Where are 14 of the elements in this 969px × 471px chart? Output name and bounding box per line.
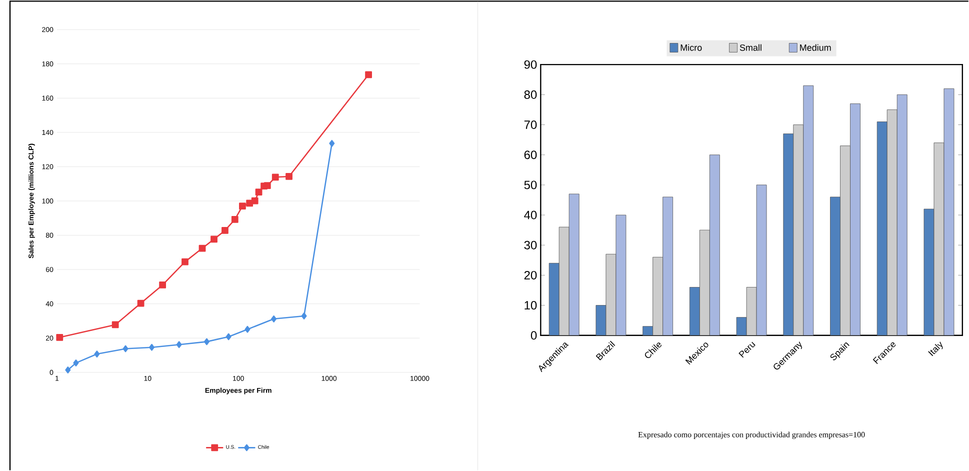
y-tick-label: 20 — [524, 271, 537, 280]
y-tick-label: 40 — [524, 210, 537, 220]
y-tick-label: 50 — [524, 180, 537, 190]
y-tick-label: 90 — [524, 60, 537, 69]
y-tick-label: 60 — [524, 150, 537, 160]
legend-label: Small — [740, 44, 762, 51]
y-tick-label: 80 — [524, 90, 537, 99]
y-tick-label: 0 — [530, 331, 537, 340]
x-tick-label: Italy — [928, 342, 943, 356]
legend-label: Micro — [680, 44, 702, 51]
y-tick-label: 10 — [524, 301, 537, 310]
y-tick-label: 70 — [524, 120, 537, 130]
y-tick-label: 30 — [524, 240, 537, 250]
legend-label: Medium — [800, 44, 831, 51]
